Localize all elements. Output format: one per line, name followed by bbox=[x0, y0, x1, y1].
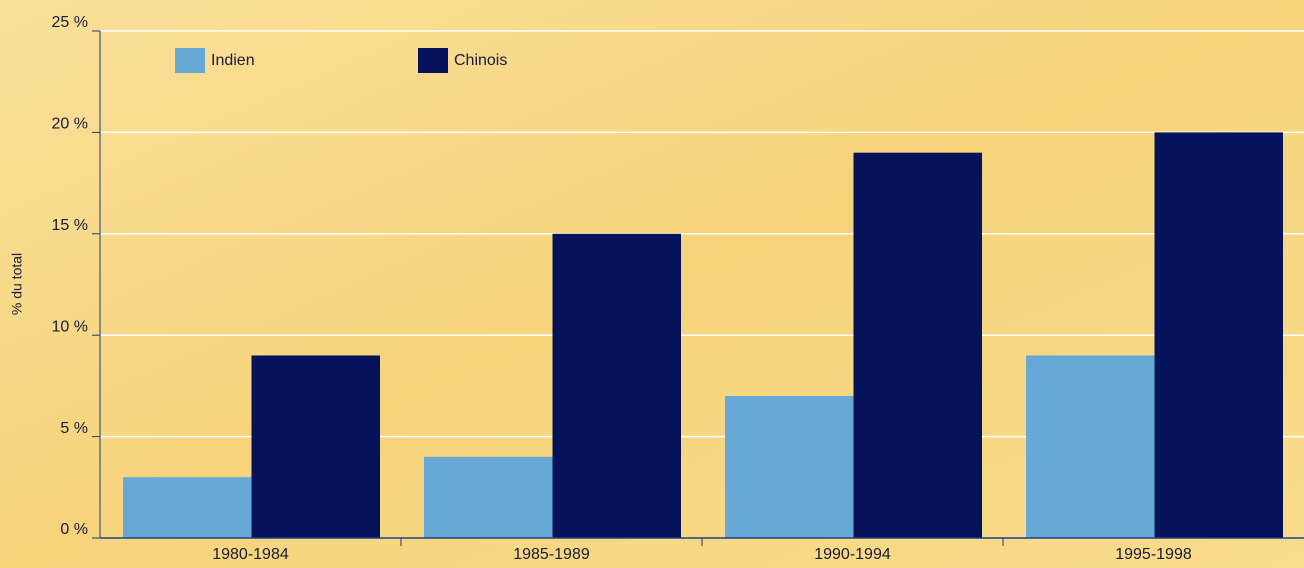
y-tick-label: 10 % bbox=[52, 318, 88, 335]
x-tick-label: 1980-1984 bbox=[212, 546, 289, 563]
x-tick-label: 1990-1994 bbox=[814, 546, 891, 563]
legend-label: Indien bbox=[211, 52, 255, 69]
bar bbox=[123, 477, 252, 538]
bar bbox=[251, 355, 380, 538]
y-tick-label: 0 % bbox=[60, 521, 88, 538]
bar bbox=[424, 456, 553, 538]
y-tick-label: 15 % bbox=[52, 217, 88, 234]
x-tick-label: 1995-1998 bbox=[1115, 546, 1192, 563]
bar bbox=[552, 233, 681, 539]
bar bbox=[725, 396, 854, 538]
legend-swatch bbox=[418, 48, 448, 73]
bar bbox=[1026, 355, 1155, 538]
y-tick-label: 5 % bbox=[60, 420, 88, 437]
legend-label: Chinois bbox=[454, 52, 507, 69]
y-tick-label: 20 % bbox=[52, 116, 88, 133]
legend-swatch bbox=[175, 48, 205, 73]
y-axis-label: % du total bbox=[9, 253, 25, 315]
x-tick-label: 1985-1989 bbox=[513, 546, 590, 563]
bar bbox=[1154, 132, 1283, 538]
bar bbox=[853, 152, 982, 538]
y-tick-label: 25 % bbox=[52, 14, 88, 31]
